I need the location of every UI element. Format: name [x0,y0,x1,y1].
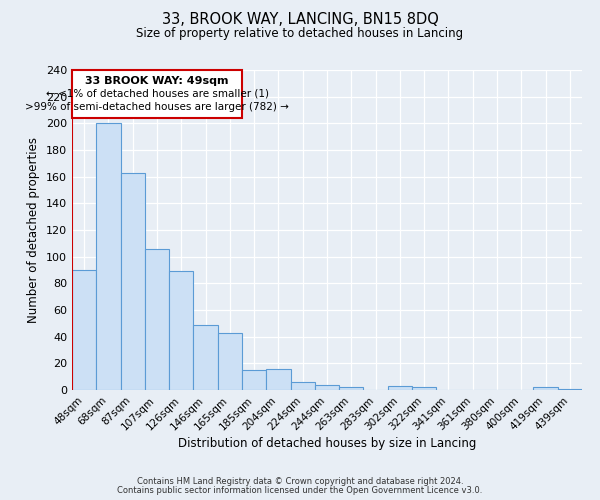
Bar [339,388,364,390]
Bar [388,386,412,390]
Bar [193,324,218,390]
Bar [533,388,558,390]
Bar [145,248,169,390]
Bar [218,332,242,390]
Text: 33 BROOK WAY: 49sqm: 33 BROOK WAY: 49sqm [85,76,229,86]
Bar [72,270,96,390]
Text: >99% of semi-detached houses are larger (782) →: >99% of semi-detached houses are larger … [25,102,289,113]
Text: ← <1% of detached houses are smaller (1): ← <1% of detached houses are smaller (1) [46,89,269,99]
Bar [266,368,290,390]
Bar [121,172,145,390]
Bar [169,272,193,390]
Bar [412,388,436,390]
Bar [315,384,339,390]
Text: Contains public sector information licensed under the Open Government Licence v3: Contains public sector information licen… [118,486,482,495]
Bar [242,370,266,390]
Text: Contains HM Land Registry data © Crown copyright and database right 2024.: Contains HM Land Registry data © Crown c… [137,477,463,486]
Text: 33, BROOK WAY, LANCING, BN15 8DQ: 33, BROOK WAY, LANCING, BN15 8DQ [161,12,439,28]
Bar [96,124,121,390]
Y-axis label: Number of detached properties: Number of detached properties [28,137,40,323]
X-axis label: Distribution of detached houses by size in Lancing: Distribution of detached houses by size … [178,438,476,450]
Bar [558,388,582,390]
Text: Size of property relative to detached houses in Lancing: Size of property relative to detached ho… [136,28,464,40]
Bar [290,382,315,390]
